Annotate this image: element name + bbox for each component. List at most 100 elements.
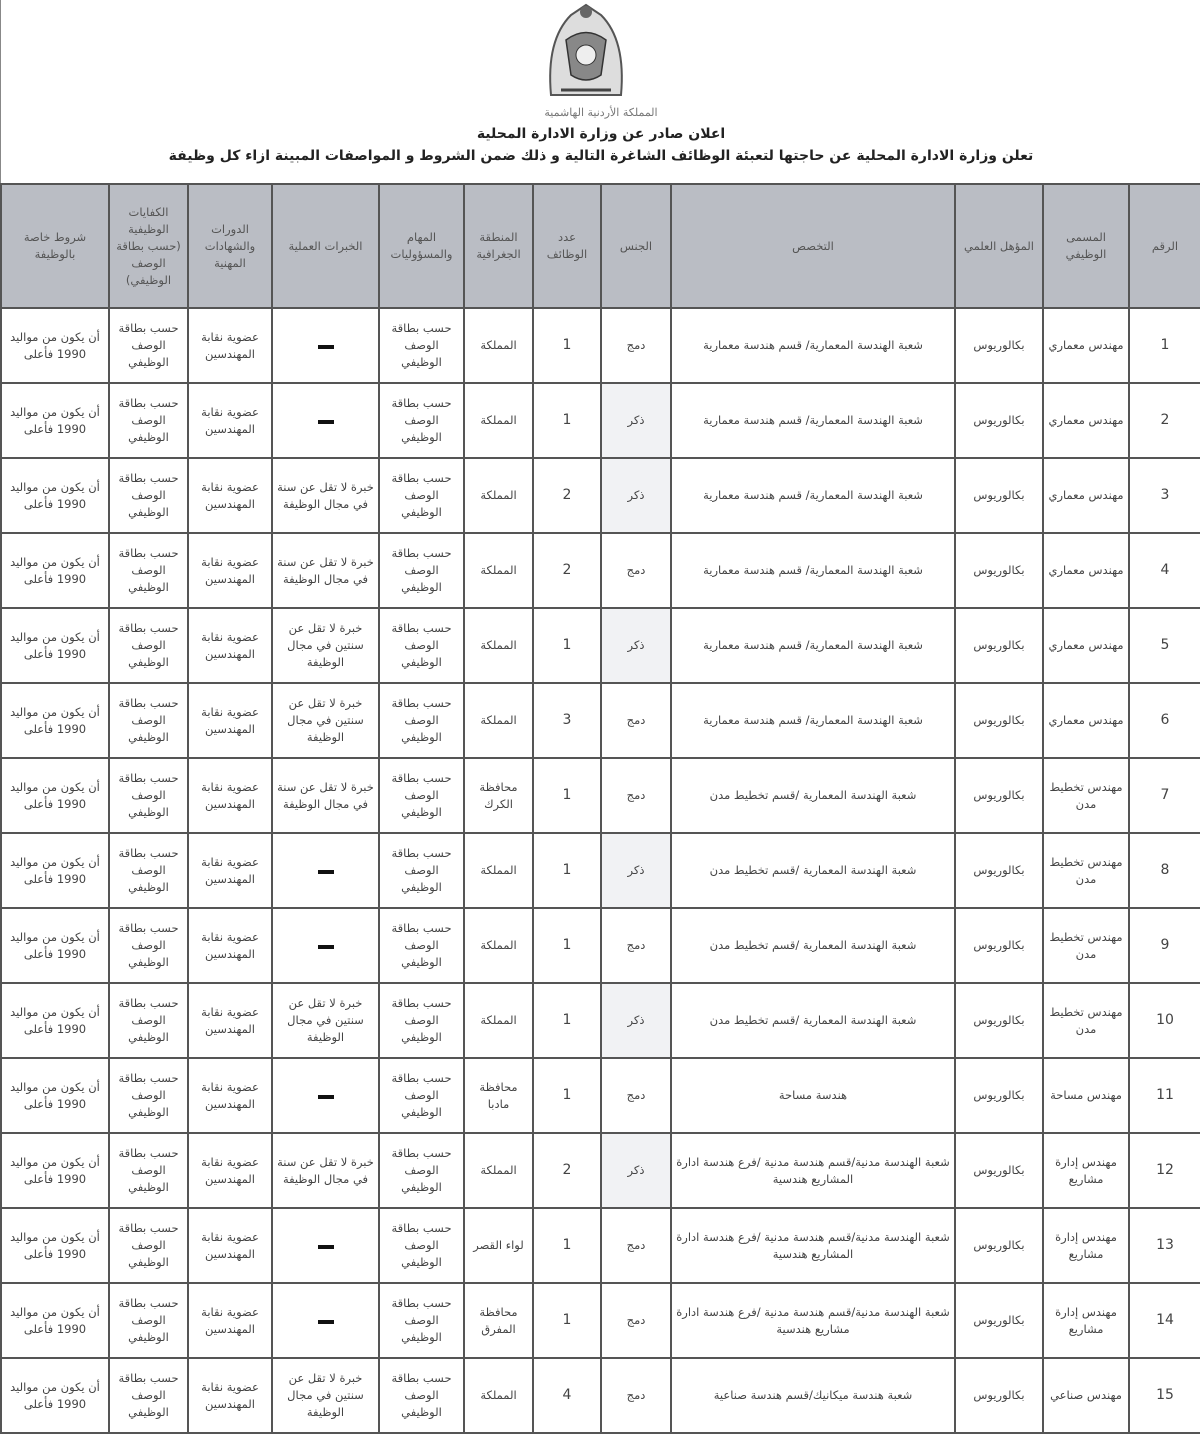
column-header: الجنس [600, 183, 672, 309]
cell-duties: حسب بطاقة الوصف الوظيفي [378, 1057, 465, 1134]
cell-experience [271, 1207, 380, 1284]
cell-no: 10 [1128, 982, 1200, 1059]
cell-competencies: حسب بطاقة الوصف الوظيفي [108, 1357, 189, 1434]
cell-degree: بكالوريوس [954, 682, 1044, 759]
cell-major: شعبة الهندسة مدنية/قسم هندسة مدنية /فرع … [670, 1207, 956, 1284]
cell-major: شعبة الهندسة المعمارية /قسم تخطيط مدن [670, 832, 956, 909]
cell-experience: خبرة لا تقل عن سنتين في مجال الوظيفة [271, 1357, 380, 1434]
cell-degree: بكالوريوس [954, 457, 1044, 534]
cell-gender: دمج [600, 1357, 672, 1434]
cell-count: 1 [532, 307, 602, 384]
cell-count: 1 [532, 607, 602, 684]
cell-region: المملكة [463, 382, 534, 459]
cell-major: شعبة الهندسة مدنية/قسم هندسة مدنية /فرع … [670, 1132, 956, 1209]
cell-title: مهندس معماري [1042, 457, 1130, 534]
dash-mark [317, 345, 334, 349]
cell-experience: خبرة لا تقل عن سنتين في مجال الوظيفة [271, 682, 380, 759]
cell-title: مهندس إدارة مشاريع [1042, 1207, 1130, 1284]
cell-courses: عضوية نقابة المهندسين [187, 757, 273, 834]
column-header: الكفايات الوظيفية (حسب بطاقة الوصف الوظي… [108, 183, 189, 309]
table-row: 7 مهندس تخطيط مدن بكالوريوس شعبة الهندسة ال… [0, 757, 1200, 834]
cell-competencies: حسب بطاقة الوصف الوظيفي [108, 832, 189, 909]
cell-degree: بكالوريوس [954, 1357, 1044, 1434]
cell-major: شعبة الهندسة المعمارية /قسم تخطيط مدن [670, 982, 956, 1059]
cell-region: المملكة [463, 682, 534, 759]
cell-experience: خبرة لا تقل عن سنة في مجال الوظيفة [271, 1132, 380, 1209]
table-row: 12 مهندس إدارة مشاريع بكالوريوس شعبة الهندس… [0, 1132, 1200, 1209]
cell-count: 3 [532, 682, 602, 759]
announcement-subtitle: تعلن وزارة الادارة المحلية عن حاجتها لتع… [168, 148, 1034, 164]
column-header: الرقم [1128, 183, 1200, 309]
cell-gender: ذكر [600, 607, 672, 684]
dash-mark [317, 1245, 334, 1249]
cell-title: مهندس تخطيط مدن [1042, 907, 1130, 984]
cell-region: المملكة [463, 982, 534, 1059]
cell-gender: دمج [600, 757, 672, 834]
cell-competencies: حسب بطاقة الوصف الوظيفي [108, 1207, 189, 1284]
cell-experience [271, 832, 380, 909]
cell-duties: حسب بطاقة الوصف الوظيفي [378, 1207, 465, 1284]
cell-count: 1 [532, 757, 602, 834]
cell-conditions: أن يكون من مواليد 1990 فأعلى [0, 457, 110, 534]
cell-degree: بكالوريوس [954, 1282, 1044, 1359]
cell-duties: حسب بطاقة الوصف الوظيفي [378, 907, 465, 984]
cell-degree: بكالوريوس [954, 607, 1044, 684]
column-header: التخصص [670, 183, 956, 309]
dash-mark [317, 870, 334, 874]
cell-experience [271, 1057, 380, 1134]
cell-duties: حسب بطاقة الوصف الوظيفي [378, 532, 465, 609]
cell-count: 2 [532, 457, 602, 534]
cell-courses: عضوية نقابة المهندسين [187, 607, 273, 684]
cell-region: محافظة المفرق [463, 1282, 534, 1359]
cell-gender: دمج [600, 682, 672, 759]
cell-major: هندسة مساحة [670, 1057, 956, 1134]
cell-gender: دمج [600, 1057, 672, 1134]
table-row: 10 مهندس تخطيط مدن بكالوريوس شعبة الهندسة ا… [0, 982, 1200, 1059]
cell-conditions: أن يكون من مواليد 1990 فأعلى [0, 607, 110, 684]
cell-conditions: أن يكون من مواليد 1990 فأعلى [0, 682, 110, 759]
dash-mark [317, 945, 334, 949]
cell-conditions: أن يكون من مواليد 1990 فأعلى [0, 1207, 110, 1284]
cell-experience [271, 307, 380, 384]
cell-duties: حسب بطاقة الوصف الوظيفي [378, 457, 465, 534]
column-header: الدورات والشهادات المهنية [187, 183, 273, 309]
cell-duties: حسب بطاقة الوصف الوظيفي [378, 682, 465, 759]
cell-competencies: حسب بطاقة الوصف الوظيفي [108, 607, 189, 684]
cell-courses: عضوية نقابة المهندسين [187, 1282, 273, 1359]
table-row: 4 مهندس معماري بكالوريوس شعبة الهندسة المعم… [0, 532, 1200, 609]
cell-degree: بكالوريوس [954, 307, 1044, 384]
cell-conditions: أن يكون من مواليد 1990 فأعلى [0, 1282, 110, 1359]
cell-competencies: حسب بطاقة الوصف الوظيفي [108, 307, 189, 384]
table-row: 9 مهندس تخطيط مدن بكالوريوس شعبة الهندسة ال… [0, 907, 1200, 984]
table-row: 5 مهندس معماري بكالوريوس شعبة الهندسة المعم… [0, 607, 1200, 684]
cell-courses: عضوية نقابة المهندسين [187, 1207, 273, 1284]
table-row: 8 مهندس تخطيط مدن بكالوريوس شعبة الهندسة ال… [0, 832, 1200, 909]
cell-count: 1 [532, 1057, 602, 1134]
cell-duties: حسب بطاقة الوصف الوظيفي [378, 757, 465, 834]
cell-region: المملكة [463, 1357, 534, 1434]
cell-no: 2 [1128, 382, 1200, 459]
cell-competencies: حسب بطاقة الوصف الوظيفي [108, 982, 189, 1059]
announcement-header: المملكة الأردنية الهاشمية اعلان صادر عن … [0, 0, 1200, 183]
cell-title: مهندس معماري [1042, 382, 1130, 459]
cell-count: 4 [532, 1357, 602, 1434]
cell-gender: دمج [600, 307, 672, 384]
cell-courses: عضوية نقابة المهندسين [187, 457, 273, 534]
cell-major: شعبة الهندسة المعمارية/ قسم هندسة معماري… [670, 532, 956, 609]
cell-experience: خبرة لا تقل عن سنة في مجال الوظيفة [271, 457, 380, 534]
cell-experience [271, 382, 380, 459]
cell-courses: عضوية نقابة المهندسين [187, 382, 273, 459]
cell-region: المملكة [463, 457, 534, 534]
cell-courses: عضوية نقابة المهندسين [187, 1057, 273, 1134]
table-row: 1 مهندس معماري بكالوريوس شعبة الهندسة المعم… [0, 307, 1200, 384]
cell-count: 1 [532, 982, 602, 1059]
cell-degree: بكالوريوس [954, 832, 1044, 909]
cell-duties: حسب بطاقة الوصف الوظيفي [378, 307, 465, 384]
cell-major: شعبة الهندسة المعمارية/ قسم هندسة معماري… [670, 457, 956, 534]
cell-count: 1 [532, 1207, 602, 1284]
cell-title: مهندس معماري [1042, 682, 1130, 759]
cell-experience: خبرة لا تقل عن سنة في مجال الوظيفة [271, 532, 380, 609]
cell-degree: بكالوريوس [954, 982, 1044, 1059]
cell-competencies: حسب بطاقة الوصف الوظيفي [108, 1282, 189, 1359]
cell-gender: ذكر [600, 982, 672, 1059]
